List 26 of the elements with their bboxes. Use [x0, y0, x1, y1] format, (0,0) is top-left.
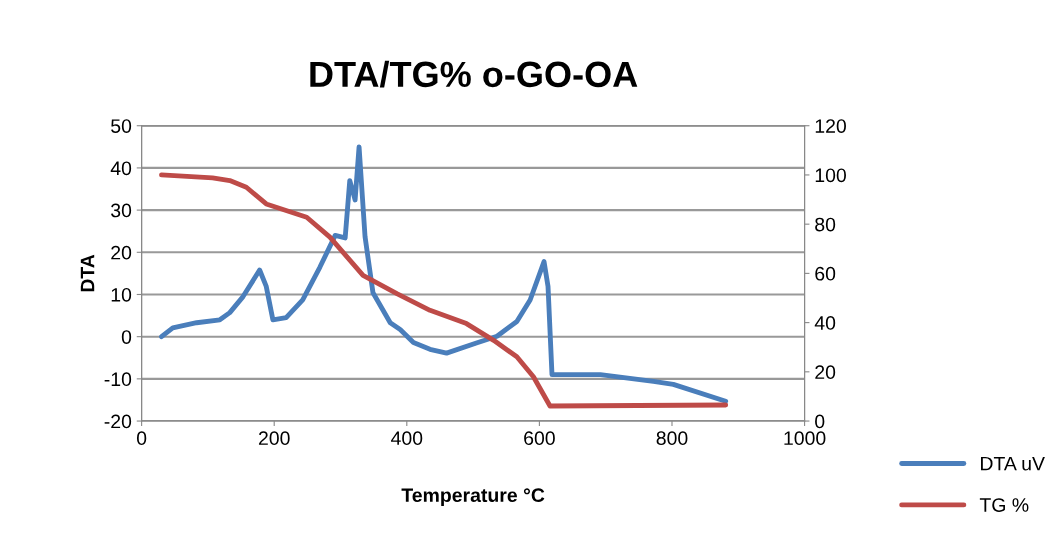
y-tick-label: -10: [104, 372, 132, 387]
y-tick-label: 50: [111, 119, 132, 133]
y-axis-title: DTA: [80, 254, 95, 292]
y2-tick-label: 80: [815, 217, 836, 232]
y-tick-label: 0: [121, 330, 132, 344]
y2-tick-label: 60: [815, 266, 836, 281]
y-tick-label: 10: [111, 287, 132, 302]
y-tick-label: 40: [110, 161, 132, 176]
y2-tick-label: 20: [815, 365, 836, 380]
x-tick-label: 1000: [784, 431, 826, 446]
x-tick-label: 0: [136, 431, 147, 446]
legend-label: DTA uV: [981, 456, 1045, 471]
y-tick-label: 20: [111, 245, 132, 260]
legend-label: TG %: [979, 498, 1029, 512]
x-tick-label: 800: [656, 431, 688, 446]
y2-tick-label: 100: [815, 168, 846, 183]
x-tick-label: 600: [524, 431, 555, 446]
y2-tick-label: 0: [815, 414, 825, 429]
x-tick-label: 400: [391, 431, 423, 446]
x-axis-title: Temperature °C: [401, 488, 545, 506]
y2-tick-label: 40: [814, 316, 836, 330]
chart-title: DTA/TG% o-GO-OA: [310, 60, 638, 88]
y-tick-label: 30: [111, 203, 132, 218]
y2-tick-label: 120: [815, 119, 846, 133]
x-tick-label: 200: [258, 431, 290, 446]
y-tick-label: -20: [104, 414, 132, 429]
